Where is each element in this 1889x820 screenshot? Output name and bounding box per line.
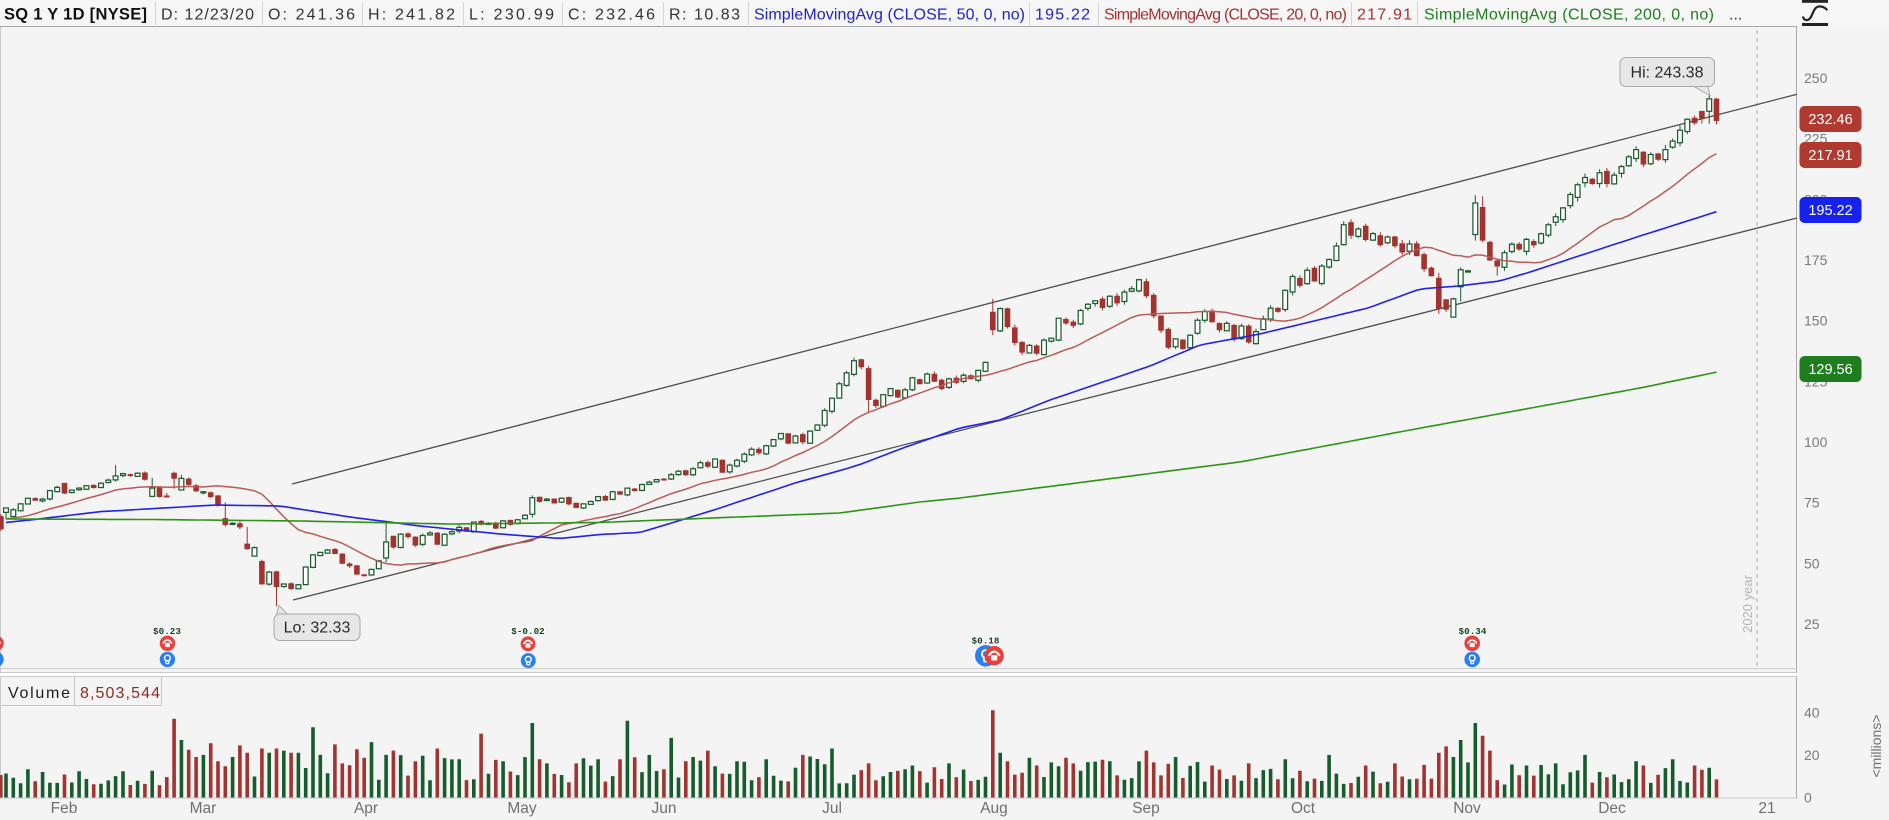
svg-text:...: ... bbox=[1729, 7, 1742, 24]
svg-text:217.91: 217.91 bbox=[1808, 148, 1852, 164]
svg-text:H: 241.82: H: 241.82 bbox=[368, 7, 455, 24]
svg-text:May: May bbox=[507, 800, 537, 817]
svg-text:217.91: 217.91 bbox=[1357, 7, 1412, 24]
svg-text:Lo: 32.33: Lo: 32.33 bbox=[284, 620, 351, 637]
svg-text:Jun: Jun bbox=[652, 800, 677, 817]
svg-text:$-0.02: $-0.02 bbox=[511, 626, 545, 637]
svg-text:Volume: Volume bbox=[8, 685, 70, 702]
svg-text:$0.18: $0.18 bbox=[972, 636, 1000, 647]
svg-text:25: 25 bbox=[1804, 616, 1820, 632]
svg-text:75: 75 bbox=[1804, 495, 1820, 511]
svg-text:<millions>: <millions> bbox=[1868, 714, 1884, 777]
svg-text:C: 232.46: C: 232.46 bbox=[568, 7, 655, 24]
svg-text:Feb: Feb bbox=[51, 800, 78, 817]
svg-text:D: 12/23/20: D: 12/23/20 bbox=[161, 7, 254, 24]
svg-text:21: 21 bbox=[1758, 800, 1775, 817]
svg-text:R: 10.83: R: 10.83 bbox=[669, 7, 740, 24]
svg-text:SimpleMovingAvg (CLOSE, 50, 0,: SimpleMovingAvg (CLOSE, 50, 0, no) bbox=[754, 7, 1025, 24]
svg-text:Mar: Mar bbox=[190, 800, 217, 817]
svg-text:$0.23: $0.23 bbox=[153, 626, 181, 637]
svg-text:SimpleMovingAvg (CLOSE, 20, 0,: SimpleMovingAvg (CLOSE, 20, 0, no) bbox=[1104, 7, 1347, 24]
svg-text:Aug: Aug bbox=[980, 800, 1008, 817]
svg-text:232.46: 232.46 bbox=[1808, 112, 1852, 128]
svg-text:Jul: Jul bbox=[822, 800, 842, 817]
svg-text:Nov: Nov bbox=[1453, 800, 1481, 817]
svg-text:50: 50 bbox=[1804, 555, 1820, 571]
svg-text:Hi: 243.38: Hi: 243.38 bbox=[1631, 65, 1704, 82]
svg-text:195.22: 195.22 bbox=[1808, 203, 1852, 219]
svg-text:0: 0 bbox=[1804, 790, 1812, 806]
svg-text:SimpleMovingAvg (CLOSE, 200, 0: SimpleMovingAvg (CLOSE, 200, 0, no) bbox=[1424, 7, 1714, 24]
svg-text:L: 230.99: L: 230.99 bbox=[469, 7, 554, 24]
svg-text:SQ 1 Y 1D [NYSE]: SQ 1 Y 1D [NYSE] bbox=[4, 6, 147, 24]
svg-text:Apr: Apr bbox=[354, 800, 378, 817]
svg-text:Oct: Oct bbox=[1291, 800, 1316, 817]
svg-text:175: 175 bbox=[1804, 252, 1828, 268]
svg-text:195.22: 195.22 bbox=[1035, 7, 1090, 24]
svg-text:129.56: 129.56 bbox=[1808, 362, 1852, 378]
svg-text:20: 20 bbox=[1804, 747, 1820, 763]
svg-text:Sep: Sep bbox=[1132, 800, 1160, 817]
svg-text:$0.34: $0.34 bbox=[1459, 626, 1487, 637]
svg-text:8,503,544: 8,503,544 bbox=[80, 685, 160, 702]
svg-text:250: 250 bbox=[1804, 70, 1828, 86]
svg-text:2020 year: 2020 year bbox=[1740, 574, 1755, 632]
svg-text:150: 150 bbox=[1804, 313, 1828, 329]
svg-text:100: 100 bbox=[1804, 434, 1828, 450]
svg-text:40: 40 bbox=[1804, 704, 1820, 720]
svg-text:Dec: Dec bbox=[1598, 800, 1626, 817]
